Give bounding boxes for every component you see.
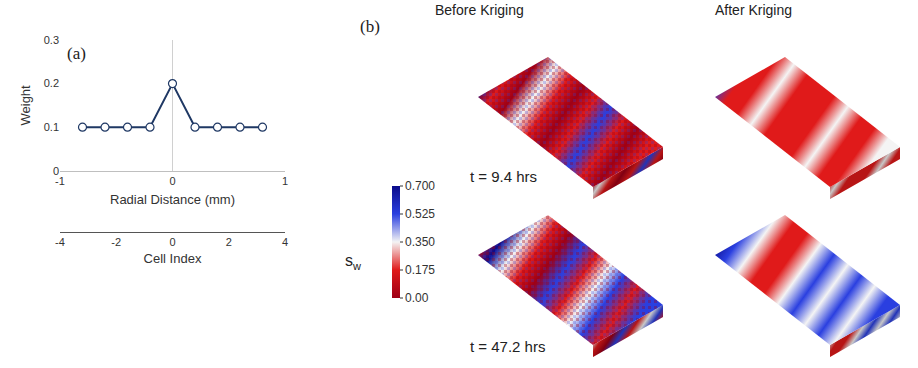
svg-text:Cell Index: Cell Index — [144, 251, 202, 266]
svg-text:0.350: 0.350 — [405, 235, 435, 249]
svg-text:-4: -4 — [55, 236, 65, 248]
svg-text:0.175: 0.175 — [405, 263, 435, 277]
svg-text:0.1: 0.1 — [44, 121, 59, 133]
svg-text:0.525: 0.525 — [405, 207, 435, 221]
svg-text:sw: sw — [345, 252, 361, 272]
svg-text:0.3: 0.3 — [44, 34, 59, 46]
svg-text:0.00: 0.00 — [405, 291, 429, 305]
svg-text:4: 4 — [282, 236, 288, 248]
svg-text:t = 47.2 hrs: t = 47.2 hrs — [470, 338, 545, 355]
svg-text:-1: -1 — [55, 175, 65, 187]
svg-text:0: 0 — [53, 165, 59, 177]
svg-text:0: 0 — [169, 236, 175, 248]
svg-text:1: 1 — [282, 175, 288, 187]
svg-text:0.2: 0.2 — [44, 77, 59, 89]
svg-text:t = 9.4 hrs: t = 9.4 hrs — [470, 168, 537, 185]
svg-text:-2: -2 — [111, 236, 121, 248]
svg-text:(b): (b) — [360, 17, 380, 36]
svg-text:Before Kriging: Before Kriging — [435, 2, 524, 18]
svg-text:(a): (a) — [67, 44, 86, 63]
svg-text:Radial Distance (mm): Radial Distance (mm) — [110, 192, 235, 207]
svg-text:0.700: 0.700 — [405, 179, 435, 193]
svg-text:2: 2 — [226, 236, 232, 248]
svg-text:0: 0 — [169, 175, 175, 187]
svg-text:After Kriging: After Kriging — [715, 2, 792, 18]
svg-text:Weight: Weight — [18, 85, 33, 126]
